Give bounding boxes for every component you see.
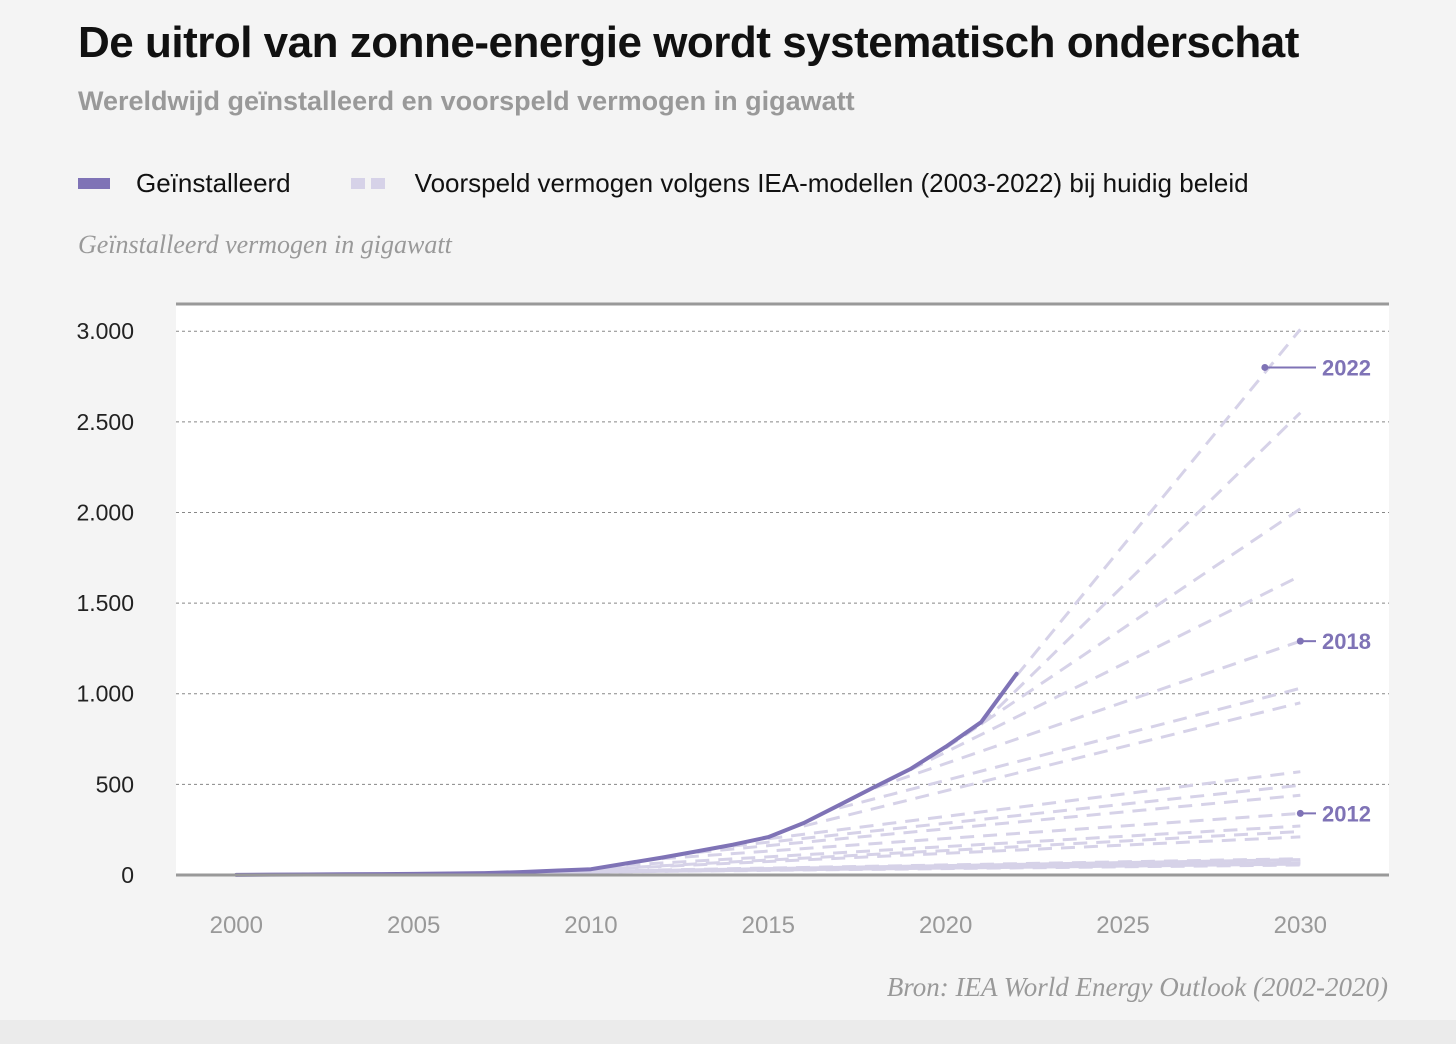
x-tick-label: 2005 — [387, 912, 440, 939]
y-tick-label: 0 — [121, 862, 134, 888]
chart-subtitle: Wereldwijd geïnstalleerd en voorspeld ve… — [78, 86, 855, 116]
legend-swatch-forecast — [350, 177, 391, 189]
plot-area — [176, 304, 1389, 875]
annotation-label: 2018 — [1322, 629, 1371, 654]
legend-label-forecast: Voorspeld vermogen volgens IEA-modellen … — [414, 167, 1249, 198]
y-tick-label: 500 — [96, 771, 134, 797]
x-tick-label: 2010 — [564, 912, 617, 939]
forecast-line — [590, 829, 1301, 872]
forecast-line — [732, 783, 1301, 848]
forecast-line — [626, 824, 1301, 867]
source-note: Bron: IEA World Energy Outlook (2002-202… — [886, 972, 1388, 1002]
forecast-line — [520, 857, 1301, 874]
y-tick-label: 3.000 — [76, 318, 134, 344]
forecast-line — [803, 701, 1301, 828]
x-tick-label: 2015 — [742, 912, 795, 939]
x-tick-label: 2025 — [1096, 912, 1149, 939]
forecast-line — [1015, 328, 1302, 677]
x-tick-label: 2000 — [210, 912, 263, 939]
x-tick-label: 2020 — [919, 912, 972, 939]
forecast-line — [838, 686, 1301, 810]
forecast-line — [944, 507, 1302, 750]
legend-item-forecast: Voorspeld vermogen volgens IEA-modellen … — [291, 168, 1249, 199]
y-axis-title: Geïnstalleerd vermogen in gigawatt — [78, 230, 452, 259]
legend-swatch-installed — [78, 177, 110, 189]
legend: Geïnstalleerd Voorspeld vermogen volgens… — [78, 166, 1249, 200]
x-tick-label: 2030 — [1274, 912, 1327, 939]
chart-title: De uitrol van zonne-energie wordt system… — [78, 18, 1299, 67]
legend-item-installed: Geïnstalleerd — [78, 168, 291, 199]
forecast-line — [874, 639, 1301, 790]
forecast-line — [980, 411, 1302, 726]
y-tick-label: 2.500 — [76, 409, 134, 435]
forecast-line — [697, 793, 1301, 854]
line-chart: 0 500 1.000 1.500 2.000 2.500 3.000 2000 2005 201… — [76, 302, 1389, 939]
forecast-line — [768, 770, 1301, 841]
y-tick-label: 1.500 — [76, 590, 134, 616]
forecast-line — [909, 574, 1301, 772]
forecast-line — [661, 811, 1301, 861]
y-tick-label: 2.000 — [76, 499, 134, 525]
annotation-label: 2022 — [1322, 355, 1371, 380]
legend-label-installed: Geïnstalleerd — [136, 167, 291, 198]
forecast-line — [555, 835, 1301, 873]
y-tick-label: 1.000 — [76, 681, 134, 707]
annotation-label: 2012 — [1322, 801, 1371, 826]
bottom-bar — [0, 1020, 1456, 1044]
